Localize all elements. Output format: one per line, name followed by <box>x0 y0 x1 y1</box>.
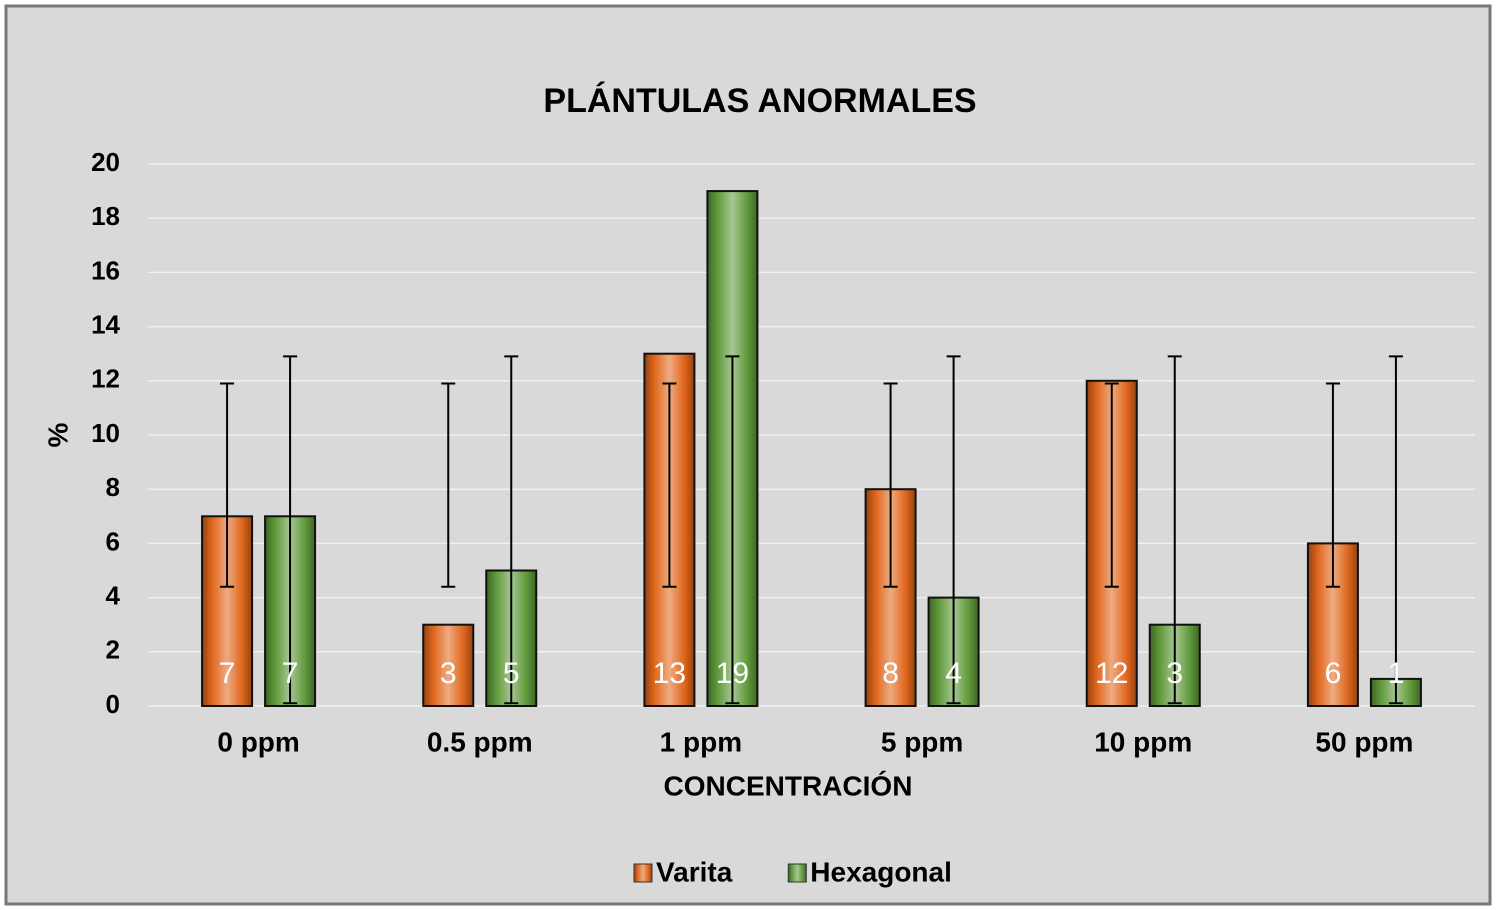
chart-title: PLÁNTULAS ANORMALES <box>543 82 976 120</box>
data-label: 13 <box>653 657 686 690</box>
y-tick-label: 12 <box>91 364 120 394</box>
error-bar <box>441 382 456 588</box>
error-bar <box>946 355 961 705</box>
x-tick-label: 1 ppm <box>660 726 742 757</box>
data-label: 7 <box>219 657 236 690</box>
error-bar <box>220 382 235 588</box>
data-label: 4 <box>945 657 962 690</box>
error-bar <box>283 355 298 705</box>
data-label: 3 <box>1166 657 1183 690</box>
error-bar <box>725 355 740 705</box>
y-tick-label: 4 <box>106 580 121 610</box>
data-label: 5 <box>503 657 520 690</box>
data-label: 1 <box>1388 657 1405 690</box>
data-label: 12 <box>1095 657 1128 690</box>
error-bar <box>1388 355 1403 705</box>
x-axis-title: CONCENTRACIÓN <box>664 770 913 801</box>
y-axis-title: % <box>42 422 73 447</box>
error-bar <box>883 382 898 588</box>
x-tick-label: 10 ppm <box>1094 726 1192 757</box>
y-tick-label: 2 <box>106 635 120 665</box>
error-bar <box>1167 355 1182 705</box>
legend-swatch <box>787 863 807 883</box>
data-label: 3 <box>440 657 457 690</box>
error-bar <box>662 382 677 588</box>
y-tick-label: 10 <box>91 418 120 448</box>
y-tick-label: 20 <box>91 147 120 177</box>
y-tick-label: 18 <box>91 201 120 231</box>
error-bar <box>1325 382 1340 588</box>
x-tick-label: 50 ppm <box>1315 726 1413 757</box>
data-label: 8 <box>882 657 899 690</box>
y-tick-label: 8 <box>106 472 120 502</box>
x-tick-label: 0.5 ppm <box>427 726 533 757</box>
error-bar <box>1104 382 1119 588</box>
data-label: 7 <box>282 657 299 690</box>
legend-label: Varita <box>656 856 733 887</box>
y-tick-label: 0 <box>106 689 120 719</box>
bar <box>422 623 475 708</box>
x-tick-label: 5 ppm <box>881 726 963 757</box>
legend-swatch <box>633 863 653 883</box>
x-tick-label: 0 ppm <box>217 726 299 757</box>
y-tick-label: 14 <box>91 309 120 339</box>
y-tick-label: 16 <box>91 255 120 285</box>
error-bar <box>504 355 519 705</box>
legend-label: Hexagonal <box>810 856 952 887</box>
y-tick-label: 6 <box>106 526 120 556</box>
data-label: 6 <box>1325 657 1342 690</box>
data-label: 19 <box>716 657 749 690</box>
